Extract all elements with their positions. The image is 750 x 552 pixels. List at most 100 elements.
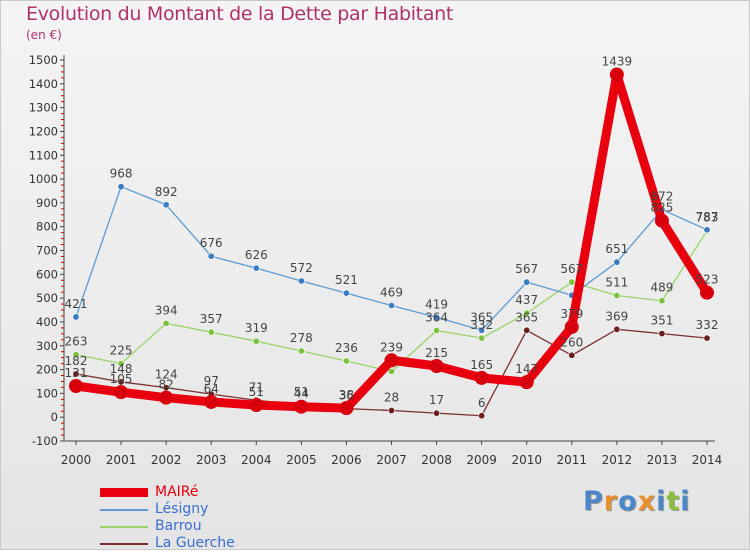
- logo-letter: x: [637, 486, 657, 517]
- data-point: [474, 370, 489, 385]
- legend-label: MAIRé: [155, 484, 199, 500]
- x-tick-label: 2009: [466, 453, 497, 467]
- data-label: 131: [65, 366, 88, 380]
- data-point: [72, 313, 80, 321]
- data-label: 82: [159, 378, 174, 392]
- data-label: 421: [65, 297, 88, 311]
- data-point: [384, 353, 399, 368]
- x-tick-label: 2005: [286, 453, 317, 467]
- data-label: 369: [605, 309, 628, 323]
- data-point: [249, 398, 264, 413]
- y-tick-label: 200: [36, 363, 58, 377]
- x-tick-label: 2004: [241, 453, 272, 467]
- data-label: 523: [696, 273, 719, 287]
- y-tick-label: 400: [36, 315, 58, 329]
- data-label: 469: [380, 286, 403, 300]
- logo-letter: P: [583, 486, 604, 517]
- data-label: 28: [384, 391, 399, 405]
- data-point: [658, 330, 666, 338]
- y-tick-label: 900: [36, 196, 58, 210]
- data-point: [433, 409, 441, 417]
- data-label: 787: [696, 210, 719, 224]
- data-label: 572: [290, 261, 313, 275]
- x-tick-label: 2000: [61, 453, 92, 467]
- data-label: 148: [110, 362, 133, 376]
- data-point: [433, 313, 441, 321]
- x-tick-label: 2011: [557, 453, 588, 467]
- series-mair-: [69, 67, 714, 416]
- data-point: [159, 390, 174, 405]
- legend-label: Lésigny: [155, 501, 209, 517]
- data-label: 6: [478, 396, 486, 410]
- chart-title: Evolution du Montant de la Dette par Hab…: [26, 3, 454, 25]
- legend-swatch: [100, 509, 148, 511]
- data-label: 351: [650, 314, 673, 328]
- data-label: 71: [249, 380, 264, 394]
- data-label: 437: [515, 293, 538, 307]
- data-point: [658, 297, 666, 305]
- data-point: [519, 375, 534, 390]
- data-labels: 4219688926766265725214694193655676518727…: [65, 55, 719, 410]
- logo-letter: r: [603, 486, 619, 517]
- data-point: [204, 394, 219, 409]
- y-tick-label: 1300: [29, 101, 58, 115]
- data-label: 263: [65, 335, 88, 349]
- data-label: 44: [294, 387, 309, 401]
- data-point: [564, 319, 579, 334]
- x-tick-label: 2013: [647, 453, 678, 467]
- data-label: 364: [425, 311, 448, 325]
- y-tick-label: 600: [36, 267, 58, 281]
- x-tick-label: 2010: [511, 453, 542, 467]
- data-label: 64: [204, 382, 219, 396]
- data-point: [207, 328, 215, 336]
- y-tick-label: 300: [36, 339, 58, 353]
- data-point: [609, 67, 624, 82]
- proxiti-logo: Proxiti: [583, 486, 691, 517]
- data-point: [478, 334, 486, 342]
- data-point: [297, 347, 305, 355]
- series-l-signy: [72, 183, 711, 334]
- data-point: [387, 302, 395, 310]
- y-tick-label: 700: [36, 244, 58, 258]
- x-tick-label: 2001: [106, 453, 137, 467]
- data-point: [478, 326, 486, 334]
- legend-label: Barrou: [155, 518, 202, 534]
- data-point: [703, 334, 711, 342]
- data-label: 17: [429, 393, 444, 407]
- x-tick-label: 2012: [602, 453, 633, 467]
- data-point: [117, 360, 125, 368]
- data-point: [429, 358, 444, 373]
- data-point: [523, 278, 531, 286]
- data-label: 97: [204, 374, 219, 388]
- legend-item: Barrou: [100, 518, 235, 535]
- y-tick-label: 100: [36, 386, 58, 400]
- data-point: [72, 351, 80, 359]
- data-point: [252, 337, 260, 345]
- data-label: 124: [155, 368, 178, 382]
- legend: MAIRé Lésigny Barrou La Guerche: [100, 484, 235, 552]
- legend-item: Lésigny: [100, 501, 235, 518]
- data-label: 239: [380, 340, 403, 354]
- data-label: 365: [470, 310, 493, 324]
- data-label: 419: [425, 297, 448, 311]
- x-tick-label: 2007: [376, 453, 407, 467]
- data-label: 225: [110, 344, 133, 358]
- data-point: [297, 277, 305, 285]
- data-point: [72, 370, 80, 378]
- data-label: 651: [605, 242, 628, 256]
- data-point: [162, 201, 170, 209]
- legend-item: MAIRé: [100, 484, 235, 501]
- legend-swatch: [100, 543, 148, 545]
- data-point: [69, 378, 83, 393]
- x-tick-label: 2003: [196, 453, 227, 467]
- data-point: [654, 213, 669, 228]
- y-tick-label: 1400: [29, 77, 58, 91]
- data-point: [162, 319, 170, 327]
- axes: -100 0 100 200 300 400 500 600 700 800 900 1000 1100…: [29, 53, 723, 467]
- data-point: [613, 258, 621, 266]
- y-tick-label: 1000: [29, 172, 58, 186]
- y-tick-label: 1200: [29, 124, 58, 138]
- data-label: 332: [696, 318, 719, 332]
- data-point: [433, 327, 441, 335]
- legend-swatch: [100, 488, 148, 497]
